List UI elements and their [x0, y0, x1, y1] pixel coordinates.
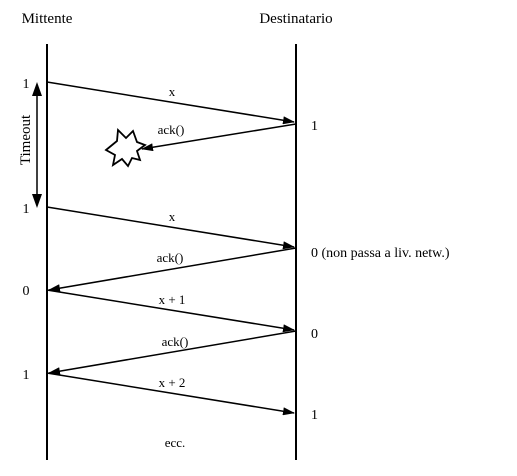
- receiver-label: Destinatario: [259, 11, 332, 27]
- message-label-6: ack(): [162, 334, 189, 349]
- message-label-5: x + 1: [159, 292, 186, 307]
- message-arrow-2: [141, 123, 297, 152]
- receiver-seq-4: 1: [311, 408, 318, 423]
- receiver-seq-3: 0: [311, 327, 318, 342]
- message-arrow-4: [48, 247, 297, 293]
- sender-seq-4: 1: [23, 368, 30, 383]
- message-arrow-3: [46, 206, 295, 250]
- timeout-arrow-head-bottom: [32, 194, 42, 208]
- message-label-2: ack(): [158, 122, 185, 137]
- message-label-4: ack(): [157, 250, 184, 265]
- message-label-1: x: [169, 84, 176, 99]
- sender-seq-1: 1: [23, 77, 30, 92]
- message-label-7: x + 2: [159, 375, 186, 390]
- ellipsis-label: ecc.: [165, 435, 186, 450]
- message-arrow-7: [46, 372, 295, 416]
- timeout-arrow-head-top: [32, 82, 42, 96]
- message-label-3: x: [169, 209, 176, 224]
- message-arrow-6: [48, 330, 297, 376]
- sender-label: Mittente: [22, 11, 73, 27]
- explosion-icon: [104, 128, 147, 168]
- sender-seq-3: 0: [23, 284, 30, 299]
- timeout-label: Timeout: [18, 114, 34, 165]
- receiver-seq-2: 0 (non passa a liv. netw.): [311, 246, 450, 261]
- message-arrow-5: [46, 289, 295, 333]
- message-arrow-1: [46, 81, 295, 125]
- receiver-seq-1: 1: [311, 119, 318, 134]
- sender-seq-2: 1: [23, 202, 30, 217]
